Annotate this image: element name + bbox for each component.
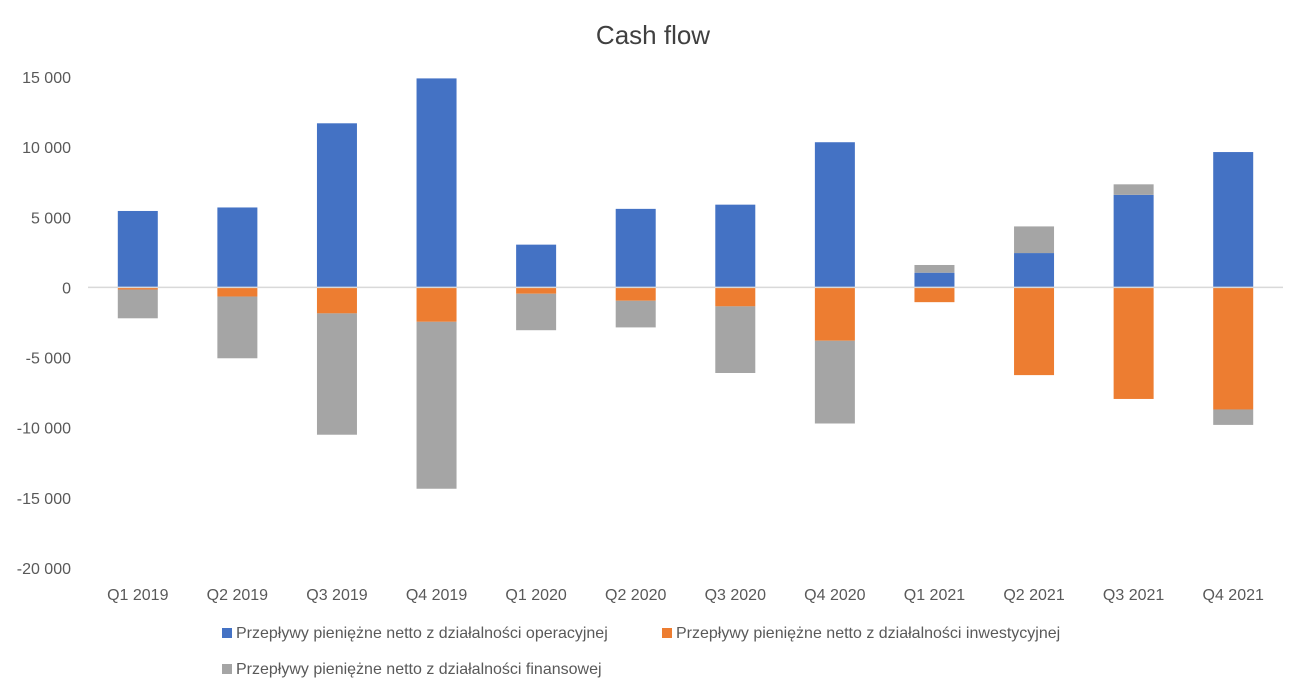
legend-label: Przepływy pieniężne netto z działalności…: [236, 625, 608, 642]
y-tick-label: 5 000: [31, 210, 71, 227]
x-tick-label: Q2 2020: [605, 587, 666, 604]
legend-swatch: [222, 628, 232, 638]
y-tick-label: 15 000: [22, 70, 71, 87]
x-tick-label: Q4 2019: [406, 587, 467, 604]
plot-area: [117, 78, 1254, 489]
bar-segment: [1213, 409, 1254, 425]
x-tick-label: Q2 2019: [207, 587, 268, 604]
x-tick-label: Q2 2021: [1003, 587, 1064, 604]
legend-swatch: [222, 664, 232, 674]
bar-segment: [914, 287, 955, 303]
bar-segment: [416, 321, 457, 489]
bar-segment: [1213, 152, 1254, 288]
legend-label: Przepływy pieniężne netto z działalności…: [676, 625, 1060, 642]
x-tick-label: Q3 2019: [306, 587, 367, 604]
bar-segment: [1113, 287, 1154, 399]
x-tick-label: Q3 2020: [705, 587, 766, 604]
y-tick-label: -15 000: [17, 491, 71, 508]
bar-segment: [117, 287, 158, 290]
y-tick-label: 0: [62, 280, 71, 297]
y-axis: 15 000 10 000 5 000 0 -5 000 -10 000 -15 000 -2…: [17, 70, 71, 578]
bar-segment: [516, 244, 557, 288]
bar-segment: [914, 272, 955, 288]
bar-segment: [1014, 253, 1055, 288]
x-tick-label: Q1 2020: [505, 587, 566, 604]
bar-segment: [615, 287, 656, 301]
bar-segment: [217, 287, 258, 297]
y-tick-label: -10 000: [17, 421, 71, 438]
bar-segment: [914, 264, 955, 273]
bar-segment: [516, 287, 557, 294]
bar-segment: [715, 204, 756, 288]
bar-segment: [1014, 287, 1055, 376]
bar-segment: [316, 313, 357, 435]
bar-segment: [416, 287, 457, 322]
bar-segment: [516, 293, 557, 331]
bar-segment: [1014, 226, 1055, 254]
bar-segment: [416, 78, 457, 288]
bar-segment: [715, 287, 756, 307]
bar-segment: [814, 340, 855, 424]
bar-segment: [217, 296, 258, 359]
legend-swatch: [662, 628, 672, 638]
bar-segment: [814, 287, 855, 341]
bar-segment: [1113, 184, 1154, 195]
x-tick-label: Q4 2021: [1203, 587, 1264, 604]
bar-segment: [615, 300, 656, 328]
bar-segment: [316, 123, 357, 288]
x-axis: Q1 2019 Q2 2019 Q3 2019 Q4 2019 Q1 2020 Q2 20…: [107, 587, 1264, 604]
x-tick-label: Q1 2021: [904, 587, 965, 604]
y-tick-label: 10 000: [22, 140, 71, 157]
bar-segment: [715, 306, 756, 374]
legend-label: Przepływy pieniężne netto z działalności…: [236, 661, 602, 678]
bar-segment: [814, 142, 855, 288]
bar-segment: [615, 208, 656, 288]
legend: Przepływy pieniężne netto z działalności…: [222, 625, 1060, 678]
bar-segment: [117, 210, 158, 288]
x-tick-label: Q4 2020: [804, 587, 865, 604]
bar-segment: [117, 289, 158, 319]
x-tick-label: Q1 2019: [107, 587, 168, 604]
chart-title: Cash flow: [596, 20, 710, 50]
bar-segment: [316, 287, 357, 314]
bar-segment: [217, 207, 258, 288]
y-tick-label: -20 000: [17, 561, 71, 578]
y-tick-label: -5 000: [26, 351, 71, 368]
bar-segment: [1113, 194, 1154, 288]
x-tick-label: Q3 2021: [1103, 587, 1164, 604]
bar-segment: [1213, 287, 1254, 410]
